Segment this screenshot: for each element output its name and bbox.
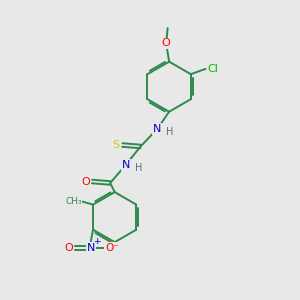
Text: N: N [122,160,130,170]
Text: O: O [81,176,90,187]
Text: S: S [112,140,119,150]
Text: O: O [64,243,73,253]
Text: N: N [86,243,95,253]
Text: H: H [134,163,142,173]
Text: +: + [93,237,101,246]
Text: O⁻: O⁻ [105,243,119,253]
Text: N: N [153,124,161,134]
Text: H: H [166,127,173,137]
Text: O: O [162,38,171,48]
Text: CH₃: CH₃ [65,196,82,206]
Text: Cl: Cl [208,64,219,74]
